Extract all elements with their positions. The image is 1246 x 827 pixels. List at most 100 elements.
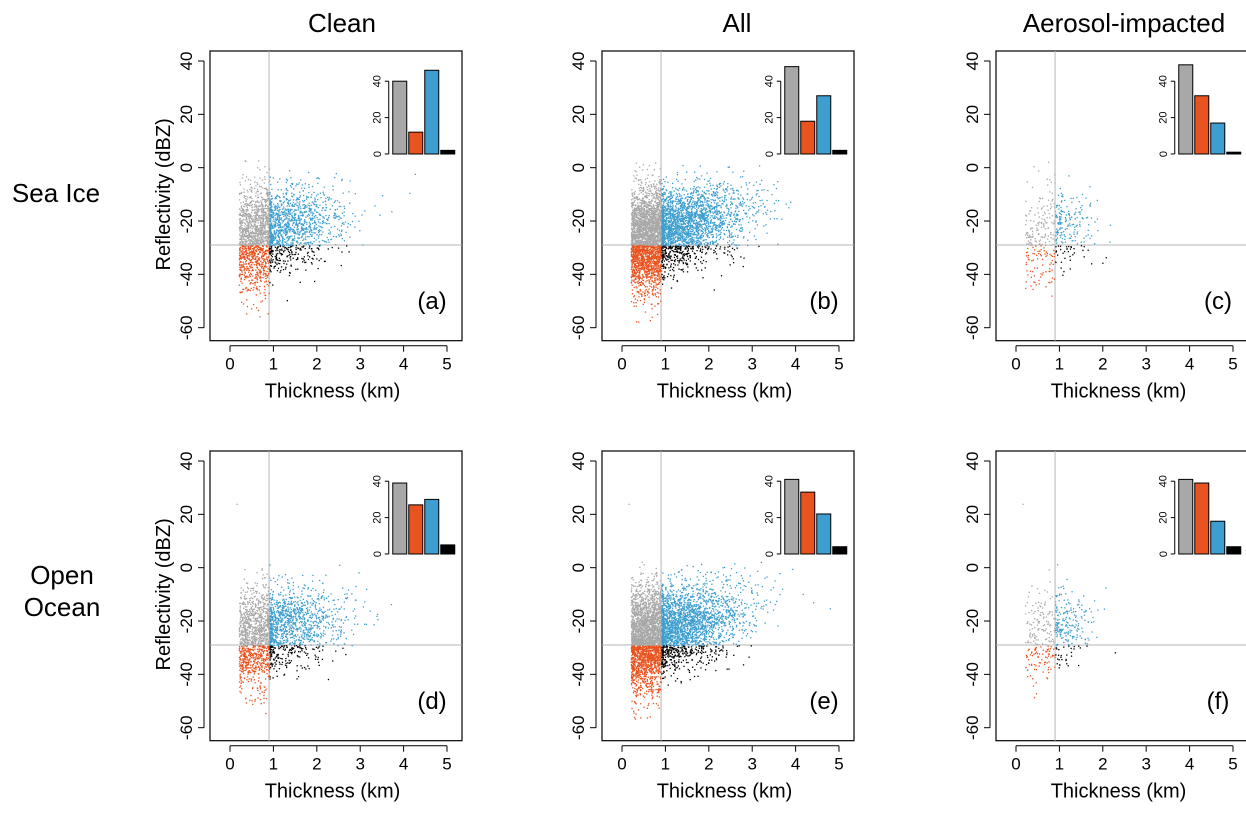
data-point [286,231,288,233]
data-point [649,224,651,226]
data-point [334,214,336,216]
data-point [276,219,278,221]
data-point [679,195,681,198]
data-point [664,230,666,232]
data-point [284,260,286,262]
data-point [321,226,323,228]
data-point [267,199,270,201]
data-point [654,277,656,279]
data-point [243,215,245,217]
data-point [302,233,304,235]
data-point [268,230,270,232]
data-point [302,190,304,192]
data-point [270,206,272,208]
data-point [308,236,310,238]
data-point [308,247,310,249]
data-point [280,234,282,236]
data-point [708,232,711,234]
data-point [253,287,255,289]
data-point [336,228,339,230]
data-point [668,205,670,208]
data-point [251,207,253,209]
data-point [250,281,252,284]
data-point [291,204,293,206]
data-point [310,217,312,219]
data-point [255,242,257,244]
data-point [241,207,243,209]
data-point [288,205,291,207]
data-point [664,216,666,218]
data-point [286,209,288,212]
data-point [260,276,262,279]
data-point [639,270,641,272]
data-point [269,262,272,264]
data-point [311,230,313,232]
data-point [256,214,258,216]
data-point [328,223,330,225]
data-point [311,219,313,221]
data-point [265,189,268,191]
data-point [269,213,271,216]
data-point [658,228,660,230]
data-point [659,279,661,281]
data-point [324,241,326,243]
data-point [308,241,310,244]
data-point [258,201,260,204]
data-point [287,218,289,220]
data-point [295,219,297,221]
data-point [260,216,262,218]
data-point [667,230,669,232]
data-point [674,248,676,250]
data-point [313,228,315,230]
data-point [315,195,318,197]
data-point [283,212,285,214]
data-point [243,235,245,237]
data-point [638,198,640,201]
data-point [261,206,263,208]
data-point [316,234,318,236]
data-point [260,235,262,237]
data-point [637,241,640,243]
data-point [253,249,255,251]
data-point [655,268,657,270]
data-point [267,260,269,262]
data-point [238,275,241,278]
data-point [278,214,281,216]
data-point [330,198,332,200]
data-point [299,196,301,198]
data-point [304,233,306,235]
data-point [270,228,272,231]
data-point [273,267,275,269]
data-point [254,246,256,248]
data-point [250,287,252,289]
data-point [277,233,279,235]
data-point [287,220,289,222]
data-point [244,214,247,216]
data-point [254,225,256,227]
data-point [262,218,264,220]
data-point [256,231,258,233]
data-point [299,212,301,214]
data-point [773,184,775,186]
inset-y-tick-label: 40 [372,75,384,87]
data-point [646,246,648,248]
data-point [242,208,244,210]
data-point [303,224,305,227]
data-point [279,178,281,180]
data-point [299,221,301,223]
data-point [293,218,296,220]
data-point [260,266,263,268]
data-point [721,223,723,225]
data-point [659,220,661,223]
data-point [718,186,721,188]
data-point [709,241,712,243]
data-point [682,236,684,238]
data-point [296,198,298,201]
data-point [248,258,250,260]
data-point [747,244,749,247]
data-point [340,205,342,208]
data-point [288,254,290,257]
data-point [703,216,705,218]
data-point [657,243,660,245]
